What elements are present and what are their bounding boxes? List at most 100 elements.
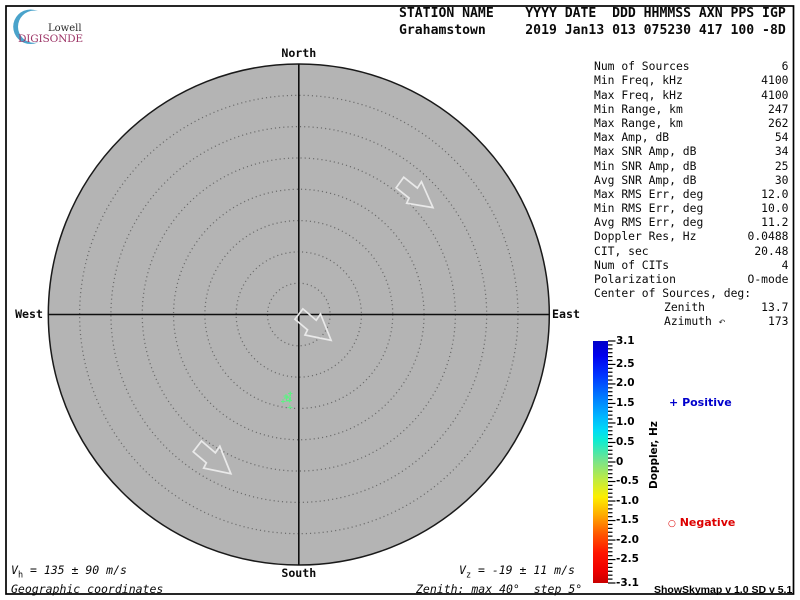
station-header-values: Grahamstown 2019 Jan13 013 075230 417 10… bbox=[399, 23, 786, 39]
parameter-value: O-mode bbox=[747, 271, 789, 286]
parameter-label: Min Freq, kHz bbox=[594, 73, 683, 88]
parameter-value: 54 bbox=[774, 130, 789, 145]
azimuth-ccw-arrow-icon: ↶ bbox=[718, 318, 726, 328]
horizontal-velocity-readout: Vh = 135 ± 90 m/s bbox=[11, 563, 127, 581]
parameter-label: Polarization bbox=[594, 271, 676, 286]
parameter-row: Center of Sources, deg: bbox=[594, 286, 789, 300]
positive-marker-icon: + bbox=[669, 395, 679, 409]
parameter-row: Max Amp, dB 54 bbox=[594, 130, 789, 144]
parameter-value: 13.7 bbox=[761, 300, 789, 315]
parameter-label: Doppler Res, Hz bbox=[594, 229, 697, 244]
parameter-row: Max SNR Amp, dB 34 bbox=[594, 144, 789, 158]
parameter-row: Polarization O-mode bbox=[594, 272, 789, 286]
parameter-value: 10.0 bbox=[761, 201, 789, 216]
parameter-label: Min SNR Amp, dB bbox=[594, 158, 697, 173]
station-header-columns: STATION NAME YYYY DATE DDD HHMMSS AXN PP… bbox=[399, 6, 786, 22]
logo-lowell-text: Lowell bbox=[48, 22, 82, 34]
legend-negative-label: Negative bbox=[679, 516, 736, 529]
parameter-value: 30 bbox=[774, 172, 789, 187]
colorbar-tick-label: -2.0 bbox=[616, 533, 639, 546]
colorbar-tick-label: 1.0 bbox=[616, 416, 635, 429]
parameter-list: Num of Sources 6 Min Freq, kHz 4100 Max Freq… bbox=[594, 59, 789, 328]
legend-positive-label: Positive bbox=[682, 395, 732, 409]
coordinates-note: Geographic coordinates bbox=[11, 581, 164, 596]
parameter-row: Min SNR Amp, dB 25 bbox=[594, 159, 789, 173]
colorbar-tick-label: 0 bbox=[616, 455, 624, 468]
parameter-row: Max Freq, kHz 4100 bbox=[594, 88, 789, 102]
parameter-label: Max RMS Err, deg bbox=[594, 186, 704, 201]
parameter-value: 4 bbox=[781, 257, 789, 272]
parameter-value: 6 bbox=[781, 59, 789, 74]
logo-digisonde-text: DIGISONDE bbox=[18, 32, 83, 45]
parameter-row: Min Range, km 247 bbox=[594, 102, 789, 116]
parameter-label: Avg SNR Amp, dB bbox=[594, 172, 697, 187]
colorbar-tick-label: 2.5 bbox=[616, 357, 635, 370]
parameter-row: Max RMS Err, deg 12.0 bbox=[594, 187, 789, 201]
colorbar-tick-label: -2.5 bbox=[616, 553, 639, 566]
vertical-velocity-readout: Vz = -19 ± 11 m/s bbox=[459, 563, 575, 581]
legend-negative: ○ Negative bbox=[668, 516, 735, 529]
colorbar-tick-label: 0.5 bbox=[616, 435, 635, 448]
parameter-value: 173 bbox=[768, 314, 789, 329]
colorbar-ticks bbox=[608, 340, 616, 584]
parameter-value: 25 bbox=[774, 158, 789, 173]
parameter-value: 4100 bbox=[761, 73, 789, 88]
compass-label-south: South bbox=[281, 566, 317, 581]
parameter-label: Num of Sources bbox=[594, 59, 690, 74]
parameter-row: CIT, sec 20.48 bbox=[594, 244, 789, 258]
parameter-label: Max Freq, kHz bbox=[594, 87, 683, 102]
doppler-colorbar bbox=[593, 340, 616, 584]
parameter-value: 4100 bbox=[761, 87, 789, 102]
parameter-label: Num of CITs bbox=[594, 257, 670, 272]
parameter-row: Avg RMS Err, deg 11.2 bbox=[594, 215, 789, 229]
parameter-row: Avg SNR Amp, dB 30 bbox=[594, 173, 789, 187]
colorbar-tick-label: -0.5 bbox=[616, 475, 639, 488]
parameter-row: Num of Sources 6 bbox=[594, 59, 789, 73]
zenith-range-note: Zenith: max 40° step 5° bbox=[416, 581, 583, 596]
plot-frame-border bbox=[5, 5, 795, 595]
compass-label-north: North bbox=[281, 45, 317, 60]
colorbar-tick-label: 3.1 bbox=[616, 334, 635, 347]
parameter-value: 11.2 bbox=[761, 215, 789, 230]
parameter-label: Min Range, km bbox=[594, 101, 683, 116]
negative-marker-icon: ○ bbox=[668, 519, 676, 529]
colorbar-tick-label: -3.1 bbox=[616, 576, 639, 589]
lowell-logo-arc-icon bbox=[13, 9, 51, 45]
parameter-label: Max Amp, dB bbox=[594, 130, 670, 145]
parameter-label: Zenith bbox=[664, 300, 705, 315]
parameter-label: Max Range, km bbox=[594, 115, 683, 130]
skymap-polar-plot bbox=[47, 63, 551, 566]
parameter-row: Zenith 13.7 bbox=[594, 300, 789, 314]
parameter-row: Doppler Res, Hz 0.0488 bbox=[594, 229, 789, 243]
parameter-label: CIT, sec bbox=[594, 243, 649, 258]
parameter-label: Min RMS Err, deg bbox=[594, 201, 704, 216]
colorbar-tick-label: -1.5 bbox=[616, 514, 639, 527]
colorbar-tick-label: -1.0 bbox=[616, 494, 639, 507]
colorbar-tick-label: 2.0 bbox=[616, 377, 635, 390]
parameter-value: 262 bbox=[768, 115, 789, 130]
colorbar-axis-title: Doppler, Hz bbox=[648, 421, 660, 489]
skymap-source-markers bbox=[280, 391, 293, 410]
parameter-row: Min RMS Err, deg 10.0 bbox=[594, 201, 789, 215]
colorbar-gradient bbox=[593, 341, 608, 583]
compass-label-west: West bbox=[15, 307, 43, 322]
parameter-label: Avg RMS Err, deg bbox=[594, 215, 704, 230]
parameter-label: Center of Sources, deg: bbox=[594, 286, 752, 301]
colorbar-tick-label: 1.5 bbox=[616, 396, 635, 409]
parameter-value: 34 bbox=[774, 144, 789, 159]
station-header: STATION NAME YYYY DATE DDD HHMMSS AXN PP… bbox=[399, 5, 786, 39]
legend-positive: + Positive bbox=[669, 396, 732, 409]
parameter-value: 247 bbox=[768, 101, 789, 116]
app-version-label: ShowSkymap v 1.0 SD v 5.1 bbox=[654, 583, 793, 596]
parameter-value: 20.48 bbox=[754, 243, 789, 258]
parameter-row: Num of CITs 4 bbox=[594, 258, 789, 272]
parameter-row: Max Range, km 262 bbox=[594, 116, 789, 130]
parameter-label: Max SNR Amp, dB bbox=[594, 144, 697, 159]
parameter-label: Azimuth ↶ bbox=[664, 314, 726, 329]
parameter-value: 0.0488 bbox=[747, 229, 789, 244]
parameter-row: Azimuth ↶ 173 bbox=[594, 314, 789, 328]
parameter-value: 12.0 bbox=[761, 186, 789, 201]
compass-label-east: East bbox=[552, 307, 580, 322]
